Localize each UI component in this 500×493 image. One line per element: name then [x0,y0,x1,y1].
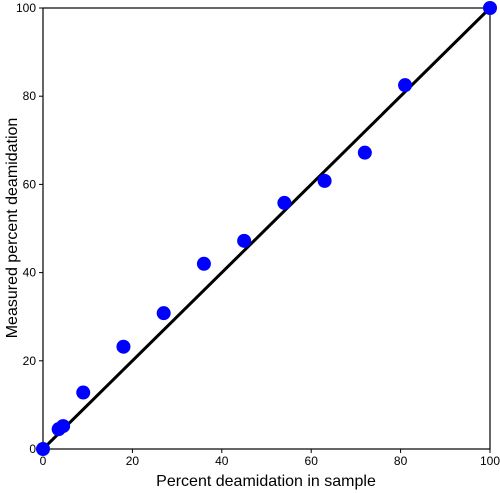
data-point [277,195,292,210]
x-tick-label: 100 [480,454,500,468]
y-tick-label: 20 [23,354,37,368]
x-tick-label: 20 [126,454,140,468]
y-tick-label: 60 [23,177,37,191]
y-axis-ticks: 0 20 40 60 80 100 [16,1,43,456]
x-axis-title: Percent deamidation in sample [156,473,376,490]
x-tick-label: 60 [305,454,319,468]
data-point [196,256,211,271]
data-points [36,1,497,456]
y-tick-label: 40 [23,266,37,280]
x-tick-label: 40 [215,454,229,468]
plot-frame [42,7,491,450]
x-tick-label: 0 [40,454,47,468]
data-point [357,145,372,160]
data-point [56,419,71,434]
data-point [317,173,332,188]
data-point [237,233,252,248]
y-tick-label: 80 [23,89,37,103]
x-axis-ticks: 0 20 40 60 80 100 [40,449,500,468]
data-point [483,1,497,15]
x-tick-label: 80 [394,454,408,468]
data-point [156,306,171,321]
y-axis-title: Measured percent deamidation [4,118,21,339]
identity-line [41,6,492,451]
data-point [398,78,413,93]
y-tick-label: 0 [29,442,36,456]
data-point [36,442,50,456]
data-point [76,385,91,400]
y-tick-label: 100 [16,1,36,15]
data-point [116,339,131,354]
